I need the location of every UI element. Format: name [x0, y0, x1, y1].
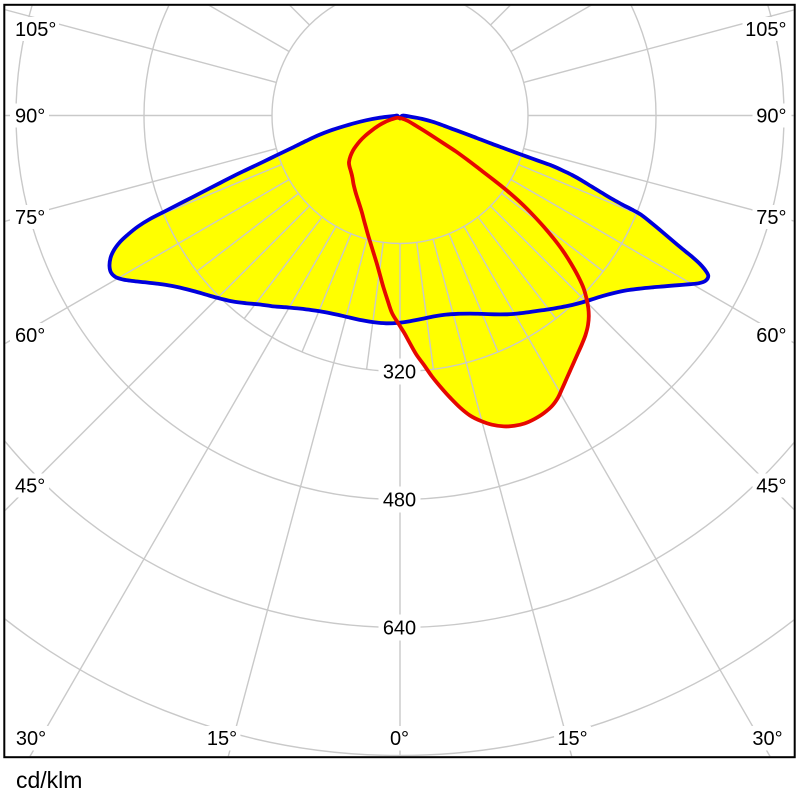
svg-text:15°: 15° — [557, 728, 587, 750]
svg-text:90°: 90° — [15, 106, 45, 128]
svg-text:15°: 15° — [207, 728, 237, 750]
svg-text:60°: 60° — [15, 325, 45, 347]
svg-text:90°: 90° — [756, 106, 786, 128]
svg-text:30°: 30° — [16, 728, 46, 750]
svg-text:75°: 75° — [756, 207, 786, 229]
svg-text:480: 480 — [383, 490, 416, 512]
svg-text:75°: 75° — [15, 207, 45, 229]
svg-text:30°: 30° — [752, 728, 782, 750]
svg-text:45°: 45° — [15, 476, 45, 498]
svg-text:cd/klm: cd/klm — [16, 767, 82, 793]
svg-text:45°: 45° — [756, 476, 786, 498]
svg-text:105°: 105° — [745, 19, 786, 41]
svg-text:105°: 105° — [15, 19, 56, 41]
svg-text:0°: 0° — [390, 728, 409, 750]
svg-text:640: 640 — [383, 618, 416, 640]
svg-text:60°: 60° — [756, 325, 786, 347]
svg-text:320: 320 — [383, 362, 416, 384]
